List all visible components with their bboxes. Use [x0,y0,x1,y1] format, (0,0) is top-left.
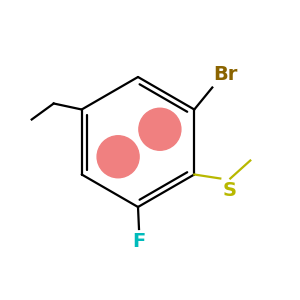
Circle shape [97,136,139,178]
Text: S: S [222,182,236,200]
Text: F: F [132,232,146,251]
Text: Br: Br [213,64,238,83]
Circle shape [139,108,181,150]
